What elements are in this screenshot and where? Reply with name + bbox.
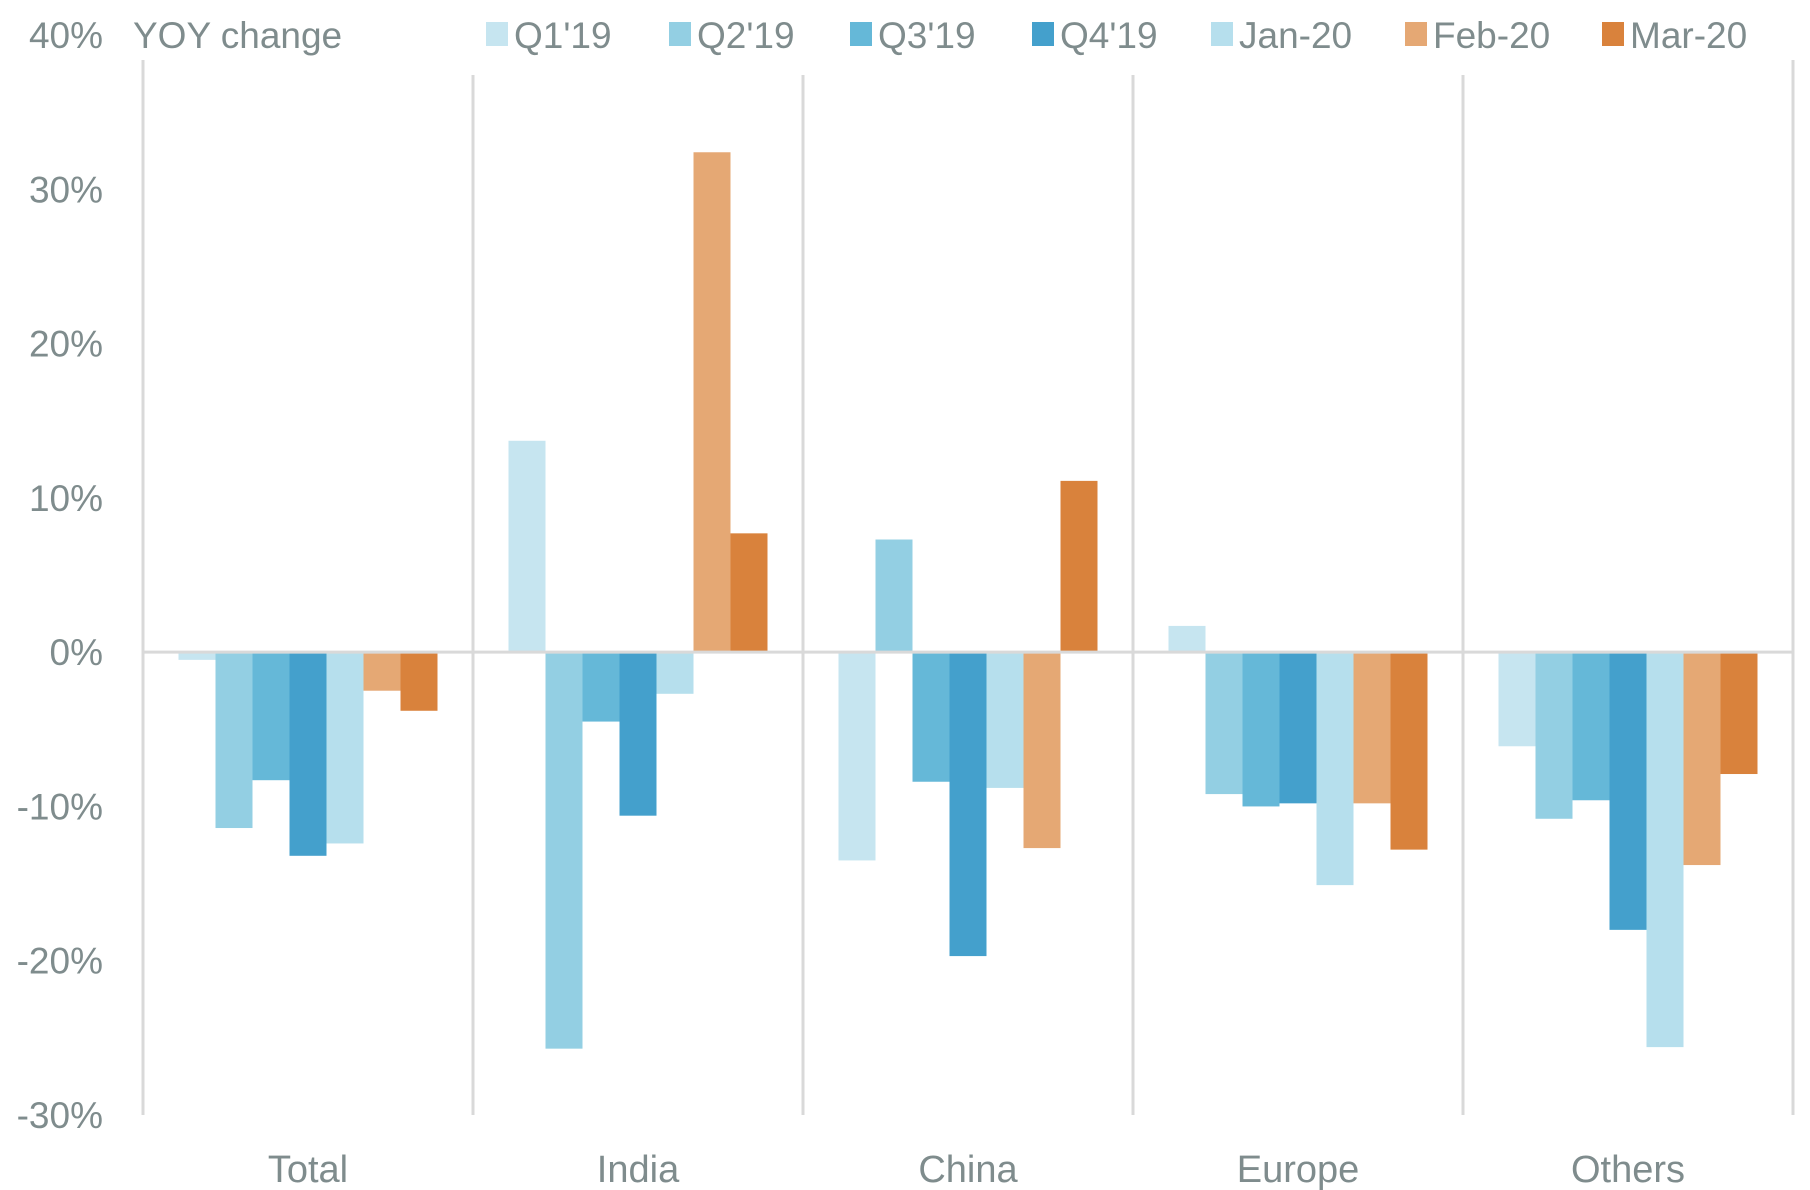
y-tick-label: 40%: [29, 15, 103, 56]
bar-china-feb-20: [1023, 652, 1061, 849]
y-tick-label: 10%: [29, 478, 103, 519]
bar-europe-q2-19: [1205, 652, 1243, 795]
bar-others-mar-20: [1720, 652, 1758, 775]
x-category-label: India: [597, 1149, 680, 1190]
bar-india-q3-19: [582, 652, 620, 722]
bar-europe-jan-20: [1316, 652, 1354, 886]
legend-label: Mar-20: [1630, 15, 1747, 56]
y-tick-label: 30%: [29, 169, 103, 210]
bar-india-q4-19: [619, 652, 657, 816]
legend-swatch: [850, 22, 872, 46]
y-tick-label: -20%: [17, 941, 103, 982]
y-tick-label: 20%: [29, 324, 103, 365]
x-category-label: Europe: [1237, 1149, 1360, 1190]
bar-india-q1-19: [508, 440, 546, 653]
bar-others-q3-19: [1572, 652, 1610, 801]
legend-swatch: [1032, 22, 1054, 46]
legend-swatch: [1602, 22, 1624, 46]
legend-item: Mar-20: [1602, 15, 1747, 56]
legend-label: Feb-20: [1433, 15, 1550, 56]
bar-india-mar-20: [730, 533, 768, 653]
bar-others-q4-19: [1609, 652, 1647, 930]
legend-item: Q4'19: [1032, 15, 1158, 56]
bar-total-q1-19: [178, 652, 216, 660]
x-category-label: Others: [1571, 1149, 1685, 1190]
bar-china-jan-20: [986, 652, 1024, 788]
bar-total-mar-20: [400, 652, 438, 711]
legend-swatch: [486, 22, 508, 46]
bars: [178, 152, 1758, 1049]
bar-india-feb-20: [693, 152, 731, 653]
y-axis-ticks: -30% -20% -10% 0% 10% 20% 30% 40%: [17, 15, 103, 1136]
bar-total-q2-19: [215, 652, 253, 829]
legend: Q1'19 Q2'19 Q3'19 Q4'19 Jan-20 Feb-20 Mar-20: [486, 15, 1747, 56]
bar-total-feb-20: [363, 652, 401, 691]
bar-total-q4-19: [289, 652, 327, 856]
legend-label: Q4'19: [1060, 15, 1158, 56]
bar-europe-feb-20: [1353, 652, 1391, 804]
legend-item: Feb-20: [1405, 15, 1550, 56]
bar-china-q3-19: [912, 652, 950, 782]
x-category-label: China: [918, 1149, 1018, 1190]
legend-label: Jan-20: [1239, 15, 1352, 56]
bar-others-feb-20: [1683, 652, 1721, 866]
y-tick-label: -30%: [17, 1095, 103, 1136]
bar-europe-q3-19: [1242, 652, 1280, 807]
legend-label: Q1'19: [514, 15, 612, 56]
bar-china-mar-20: [1060, 480, 1098, 653]
bar-europe-q4-19: [1279, 652, 1317, 804]
bar-india-q2-19: [545, 652, 583, 1049]
legend-swatch: [1405, 22, 1427, 46]
legend-label: Q2'19: [697, 15, 795, 56]
bar-others-jan-20: [1646, 652, 1684, 1048]
y-axis-label: YOY change: [133, 15, 342, 56]
legend-item: Q3'19: [850, 15, 976, 56]
x-category-label: Total: [268, 1149, 348, 1190]
legend-item: Jan-20: [1211, 15, 1352, 56]
legend-swatch: [669, 22, 691, 46]
bar-others-q1-19: [1498, 652, 1536, 747]
bar-china-q2-19: [875, 539, 913, 653]
bar-europe-mar-20: [1390, 652, 1428, 850]
legend-item: Q2'19: [669, 15, 795, 56]
y-tick-label: -10%: [17, 786, 103, 827]
legend-item: Q1'19: [486, 15, 612, 56]
bar-china-q4-19: [949, 652, 987, 957]
bar-india-jan-20: [656, 652, 694, 694]
bar-others-q2-19: [1535, 652, 1573, 819]
bar-total-jan-20: [326, 652, 364, 844]
bar-total-q3-19: [252, 652, 290, 781]
bar-china-q1-19: [838, 652, 876, 861]
group-separators: [141, 60, 1795, 1115]
y-tick-label: 0%: [50, 632, 103, 673]
bar-europe-q1-19: [1168, 625, 1206, 653]
x-axis-categories: Total India China Europe Others: [268, 1149, 1685, 1190]
legend-swatch: [1211, 22, 1233, 46]
legend-label: Q3'19: [878, 15, 976, 56]
